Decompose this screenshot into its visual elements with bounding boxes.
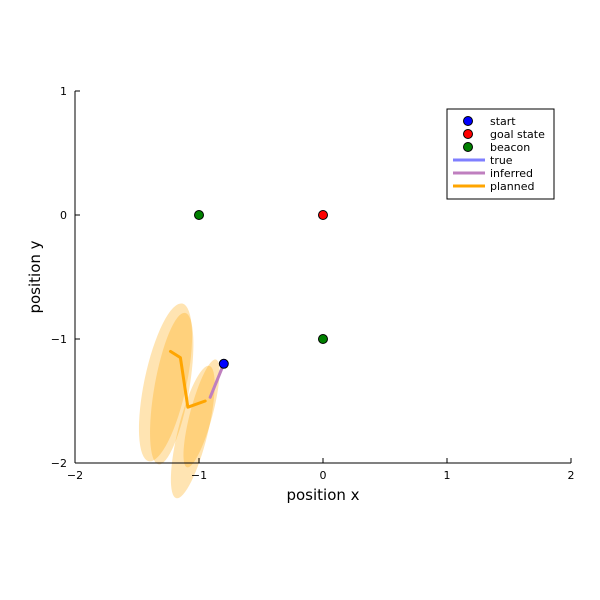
x-tick-label: −2 <box>67 469 83 482</box>
uncertainty-ellipse-2 <box>150 312 194 465</box>
point-markers <box>194 210 328 369</box>
start-marker-1 <box>218 358 229 369</box>
uncertainty-ellipse-4 <box>183 359 220 468</box>
legend-label-planned: planned <box>490 180 534 193</box>
goal-state-marker-1 <box>318 210 328 220</box>
y-tick-label: 1 <box>60 85 67 98</box>
planned-line <box>168 349 207 409</box>
uncertainty-ellipses <box>138 303 220 499</box>
inferred-line <box>208 362 226 399</box>
legend-label-beacon: beacon <box>490 141 530 154</box>
beacon-marker-1 <box>194 210 204 220</box>
legend-marker-goal-state <box>463 129 473 139</box>
legend-label-start: start <box>490 115 516 128</box>
y-tick-label: 0 <box>60 209 67 222</box>
legend-marker-start <box>463 116 473 126</box>
beacon-marker-2 <box>318 334 328 344</box>
legend-label-inferred: inferred <box>490 167 533 180</box>
axes: −2 −1 0 1 2 −2 −1 0 1 <box>51 85 575 482</box>
legend-label-true: true <box>490 154 513 167</box>
trajectory-lines <box>168 349 226 409</box>
legend-marker-beacon <box>463 142 473 152</box>
x-axis-label: position x <box>286 486 359 504</box>
legend-label-goal-state: goal state <box>490 128 545 141</box>
y-tick-label: −2 <box>51 457 67 470</box>
y-axis-label: position y <box>26 240 44 313</box>
x-tick-label: 2 <box>568 469 575 482</box>
uncertainty-ellipse-1 <box>138 303 193 462</box>
y-tick-label: −1 <box>51 333 67 346</box>
x-tick-label: 0 <box>320 469 327 482</box>
x-tick-label: −1 <box>191 469 207 482</box>
x-tick-label: 1 <box>444 469 451 482</box>
uncertainty-ellipse-3 <box>170 365 215 499</box>
